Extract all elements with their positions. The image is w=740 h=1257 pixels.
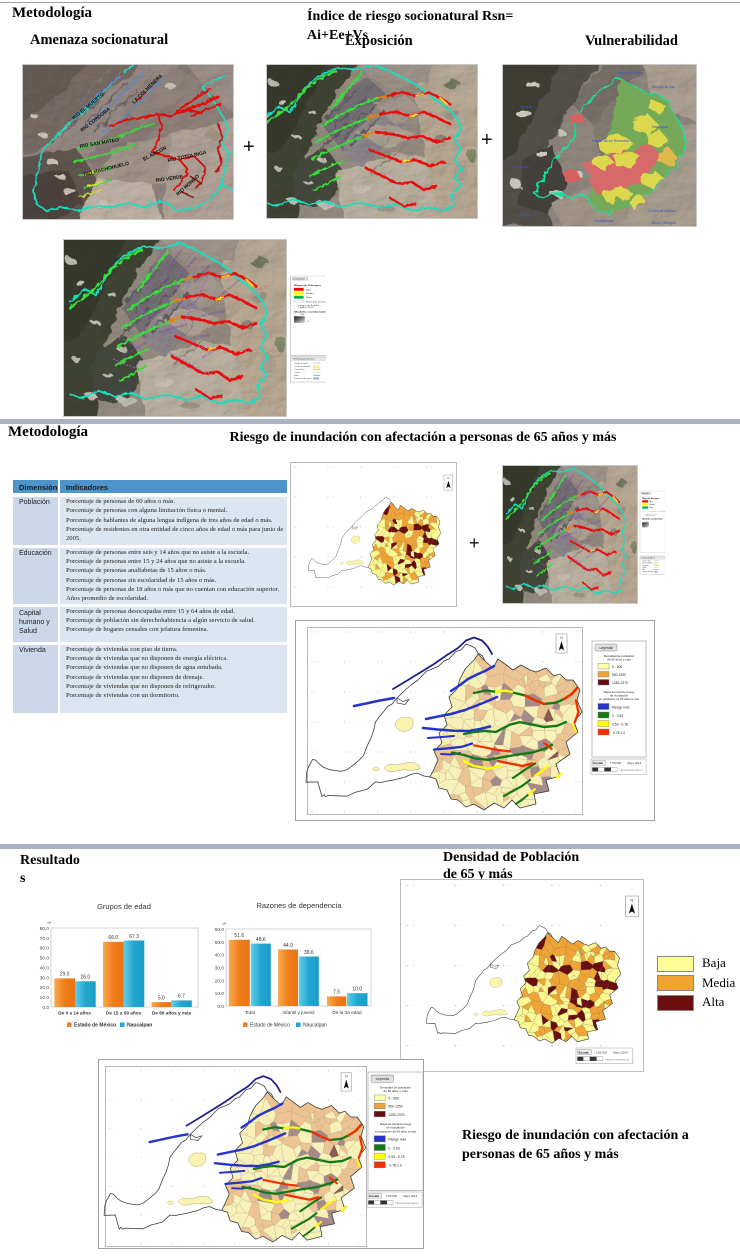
svg-text:50.0: 50.0 — [40, 956, 50, 962]
svg-text:44.0: 44.0 — [283, 943, 293, 949]
svg-text:Álvaro Obregón: Álvaro Obregón — [652, 221, 676, 225]
svg-text:20.0: 20.0 — [215, 978, 225, 984]
svg-text:Riesgo nulo: Riesgo nulo — [612, 705, 630, 709]
svg-text:0.53 - 0.78: 0.53 - 0.78 — [388, 1155, 404, 1159]
svg-text:51.6: 51.6 — [234, 933, 244, 939]
svg-text:26.0: 26.0 — [80, 975, 90, 981]
svg-text:Razones de dependencia: Razones de dependencia — [256, 901, 342, 910]
svg-text:Lerma: Lerma — [520, 213, 530, 217]
svg-text:Total: Total — [245, 1010, 255, 1015]
svg-text:30.0: 30.0 — [215, 966, 225, 972]
svg-text:0.53 - 0.78: 0.53 - 0.78 — [612, 722, 628, 726]
svg-text:Infantil y juvenil: Infantil y juvenil — [282, 1010, 314, 1015]
svg-text:10.0: 10.0 — [215, 991, 225, 997]
svg-text:38.6: 38.6 — [304, 950, 314, 956]
svg-text:en población de 65 años a más: en población de 65 años a más — [599, 697, 640, 701]
svg-text:Naucalpan: Naucalpan — [127, 1023, 152, 1029]
svg-text:Naucalpan: Naucalpan — [652, 125, 668, 129]
svg-text:%: % — [221, 920, 227, 926]
svg-text:Presa de Arroyo: Presa de Arroyo — [618, 71, 642, 75]
svg-text:Estado de México: Estado de México — [74, 1023, 116, 1029]
svg-text:de inundación: de inundación — [386, 1126, 405, 1130]
svg-text:De 0 a 14 años: De 0 a 14 años — [58, 1011, 91, 1016]
svg-text:Leyenda: Leyenda — [599, 646, 612, 650]
svg-text:Densidad de población: Densidad de población — [380, 1085, 411, 1089]
svg-text:0.0: 0.0 — [217, 1004, 224, 1010]
svg-text:%: % — [46, 919, 52, 925]
svg-text:Riesgo nulo: Riesgo nulo — [388, 1138, 406, 1142]
svg-text:20.0: 20.0 — [40, 985, 50, 991]
svg-text:500-1250: 500-1250 — [388, 1105, 402, 1109]
svg-text:0.78-1.0: 0.78-1.0 — [613, 731, 625, 735]
svg-text:de 65 años y más: de 65 años y más — [384, 1089, 409, 1093]
svg-text:67.3: 67.3 — [129, 934, 139, 940]
svg-text:Naucalpan: Naucalpan — [303, 1023, 327, 1029]
svg-text:66.0: 66.0 — [108, 935, 118, 941]
svg-text:60.0: 60.0 — [215, 927, 225, 933]
svg-text:Leyenda: Leyenda — [376, 1077, 389, 1081]
svg-text:0.78-1.0: 0.78-1.0 — [389, 1164, 401, 1168]
svg-text:10.0: 10.0 — [40, 995, 50, 1001]
svg-text:0 - 500: 0 - 500 — [388, 1097, 399, 1101]
svg-text:10.0: 10.0 — [352, 987, 362, 993]
svg-text:Ciudad de México: Ciudad de México — [648, 209, 675, 213]
svg-text:5.0: 5.0 — [158, 995, 165, 1001]
svg-text:de 65 años y más: de 65 años y más — [607, 658, 631, 662]
svg-text:40.0: 40.0 — [40, 966, 50, 972]
svg-text:Atizapán: Atizapán — [520, 105, 533, 109]
svg-text:500-1250: 500-1250 — [612, 673, 626, 677]
svg-text:RIO VERDE: RIO VERDE — [155, 174, 184, 184]
svg-text:Xonacatlán: Xonacatlán — [512, 165, 529, 169]
svg-text:Mapa de impacto riesgo: Mapa de impacto riesgo — [380, 1122, 412, 1126]
svg-text:Mapa de impacto riesgo: Mapa de impacto riesgo — [604, 690, 635, 694]
svg-text:0.0: 0.0 — [42, 1005, 49, 1011]
svg-text:1250-2370: 1250-2370 — [388, 1113, 404, 1117]
svg-text:Grupos de edad: Grupos de edad — [97, 902, 151, 911]
svg-text:Bosque de San: Bosque de San — [652, 85, 675, 89]
svg-text:De la 3a edad: De la 3a edad — [332, 1010, 362, 1015]
svg-text:Estado de México: Estado de México — [250, 1023, 290, 1029]
svg-text:50.0: 50.0 — [215, 940, 225, 946]
svg-text:en población de 65 años a más: en población de 65 años a más — [375, 1129, 416, 1133]
svg-text:40.0: 40.0 — [215, 953, 225, 959]
svg-text:30.0: 30.0 — [40, 975, 50, 981]
svg-text:Parque de los Remedios: Parque de los Remedios — [592, 139, 629, 143]
svg-text:1250-2370: 1250-2370 — [612, 681, 628, 685]
svg-text:De 60 años y más: De 60 años y más — [152, 1011, 192, 1016]
svg-text:48.6: 48.6 — [256, 937, 266, 943]
svg-text:60.0: 60.0 — [40, 946, 50, 952]
svg-text:de inundación: de inundación — [610, 694, 628, 698]
svg-text:70.0: 70.0 — [40, 936, 50, 942]
svg-text:De 15 a 59 años: De 15 a 59 años — [106, 1011, 142, 1016]
svg-text:6.7: 6.7 — [178, 994, 185, 1000]
svg-text:80.0: 80.0 — [40, 926, 50, 932]
svg-text:0 - 0.53: 0 - 0.53 — [388, 1146, 400, 1150]
svg-text:Densidad de población: Densidad de población — [604, 654, 635, 658]
svg-text:0 - 500: 0 - 500 — [612, 665, 622, 669]
svg-text:Huixquilucan: Huixquilucan — [594, 219, 614, 223]
svg-text:29.0: 29.0 — [60, 972, 70, 978]
svg-text:0 - 0.53: 0 - 0.53 — [612, 714, 623, 718]
svg-text:7.5: 7.5 — [333, 990, 340, 996]
